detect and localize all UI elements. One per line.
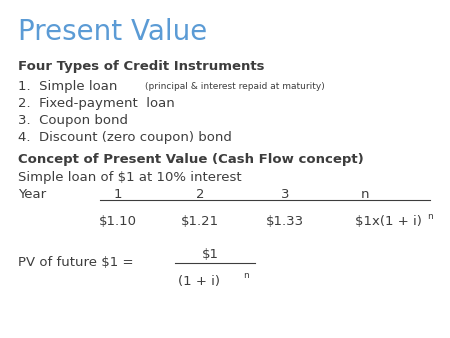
Text: $1: $1 [202,248,219,261]
Text: $1x(1 + i): $1x(1 + i) [355,215,422,228]
Text: n: n [361,188,369,201]
Text: Concept of Present Value (Cash Flow concept): Concept of Present Value (Cash Flow conc… [18,153,364,166]
Text: $1.21: $1.21 [181,215,219,228]
Text: (principal & interest repaid at maturity): (principal & interest repaid at maturity… [145,82,325,91]
Text: (1 + i): (1 + i) [178,275,220,288]
Text: $1.10: $1.10 [99,215,137,228]
Text: 1: 1 [114,188,122,201]
Text: n: n [243,271,249,280]
Text: 2: 2 [196,188,204,201]
Text: 4.  Discount (zero coupon) bond: 4. Discount (zero coupon) bond [18,131,232,144]
Text: Present Value: Present Value [18,18,207,46]
Text: PV of future $1 =: PV of future $1 = [18,256,134,269]
Text: $1.33: $1.33 [266,215,304,228]
Text: Simple loan of $1 at 10% interest: Simple loan of $1 at 10% interest [18,171,242,184]
Text: 3.  Coupon bond: 3. Coupon bond [18,114,128,127]
Text: 1.  Simple loan: 1. Simple loan [18,80,117,93]
Text: Four Types of Credit Instruments: Four Types of Credit Instruments [18,60,265,73]
Text: Year: Year [18,188,46,201]
Text: 3: 3 [281,188,289,201]
Text: n: n [427,212,433,221]
Text: 2.  Fixed-payment  loan: 2. Fixed-payment loan [18,97,175,110]
